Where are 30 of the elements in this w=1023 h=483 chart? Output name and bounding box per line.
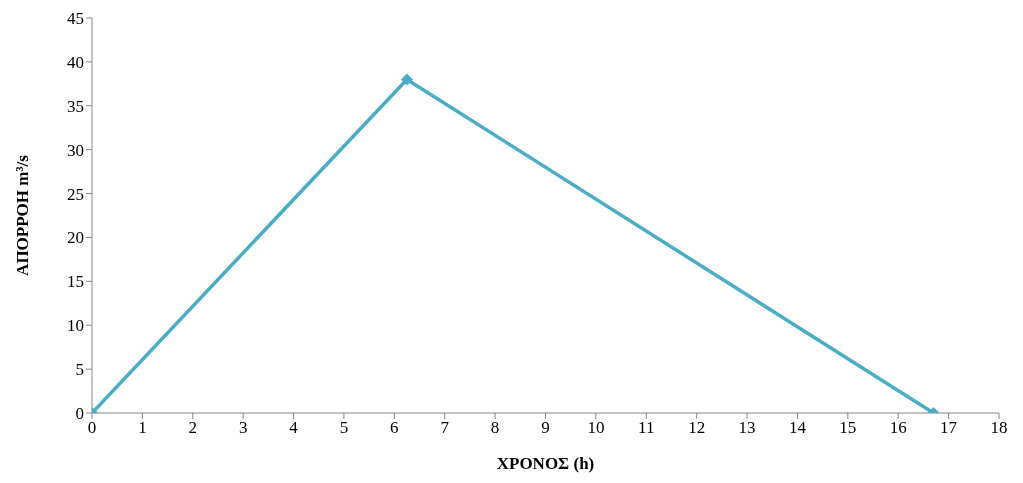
x-tick-label: 1	[138, 418, 147, 438]
x-tick-label: 12	[688, 418, 706, 438]
y-axis-title: ΑΠΟΡΡΟΗ m³/s	[13, 154, 33, 276]
x-tick-label: 4	[289, 418, 299, 438]
x-tick-label: 11	[638, 418, 655, 438]
x-tick-label: 3	[238, 418, 248, 438]
x-tick-label: 13	[738, 418, 756, 438]
x-tick-label: 17	[940, 418, 958, 438]
x-tick-label: 5	[339, 418, 349, 438]
x-tick-label: 9	[541, 418, 550, 438]
y-tick-label: 35	[67, 96, 84, 116]
x-tick-label: 10	[587, 418, 605, 438]
x-tick-label: 7	[440, 418, 450, 438]
y-tick-label: 15	[67, 272, 84, 292]
x-tick-label: 18	[990, 418, 1008, 438]
y-tick-label: 10	[67, 316, 84, 336]
x-tick-label: 15	[839, 418, 857, 438]
y-tick-label: 30	[67, 140, 84, 160]
y-tick-label: 25	[67, 184, 84, 204]
x-tick-label: 2	[188, 418, 198, 438]
x-tick-label: 6	[390, 418, 399, 438]
y-tick-label: 20	[67, 228, 84, 248]
y-tick-label: 0	[75, 404, 84, 424]
x-tick-label: 8	[490, 418, 500, 438]
x-tick-label: 16	[889, 418, 907, 438]
y-tick-label: 5	[75, 360, 84, 380]
x-axis-title: ΧΡΟΝΟΣ (h)	[496, 454, 595, 473]
y-tick-label: 40	[67, 52, 84, 72]
y-tick-label: 45	[67, 9, 84, 29]
x-tick-label: 14	[788, 418, 807, 438]
